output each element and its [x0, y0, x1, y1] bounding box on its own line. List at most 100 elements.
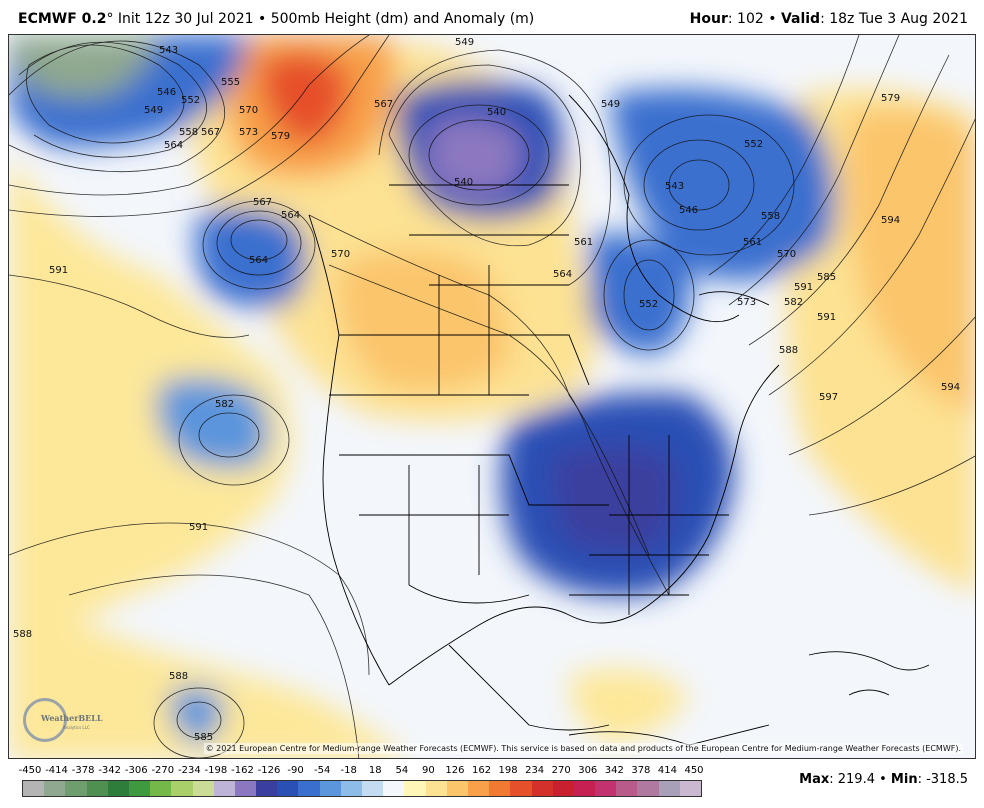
- contour-label: 591: [49, 265, 68, 276]
- legend-ticks: -450 -414 -378 -342 -306 -270 -234 -198 -162 -126…: [18, 764, 704, 778]
- map-header: ECMWF 0.2° Init 12z 30 Jul 2021 • 500mb …: [0, 0, 984, 34]
- legend-color-swatch: [192, 781, 214, 796]
- legend-color-swatch: [319, 781, 341, 796]
- contour-label: 555: [221, 77, 240, 88]
- logo-subtext: Analytics LLC: [63, 725, 90, 730]
- legend-tick-label: -54: [313, 765, 331, 776]
- logo-ring-icon: [23, 698, 67, 742]
- legend-color-swatch: [404, 781, 426, 796]
- contour-label: 570: [331, 249, 350, 260]
- contour-label: 552: [181, 95, 200, 106]
- legend-tick-label: -378: [71, 765, 95, 776]
- contour-label: 567: [374, 99, 393, 110]
- legend-color-swatch: [298, 781, 320, 796]
- contour-label: 549: [144, 105, 163, 116]
- contour-label: 564: [249, 255, 268, 266]
- legend-tick-label: -126: [257, 765, 281, 776]
- legend-color-swatch: [595, 781, 617, 796]
- anomaly-fill: [9, 35, 975, 758]
- legend-color-swatch: [150, 781, 172, 796]
- contour-label: 558: [179, 127, 198, 138]
- contour-label: 561: [574, 237, 593, 248]
- legend-color-swatch: [637, 781, 659, 796]
- legend-color-swatch: [86, 781, 108, 796]
- legend-color-swatch: [65, 781, 87, 796]
- legend-color-swatch: [107, 781, 129, 796]
- legend-color-swatch: [616, 781, 638, 796]
- contour-label: 579: [881, 93, 900, 104]
- legend-tick-label: 198: [498, 765, 518, 776]
- contour-label: 594: [941, 382, 960, 393]
- contour-label: 588: [779, 345, 798, 356]
- contour-label: 585: [194, 732, 213, 743]
- valid-value: : 18z Tue 3 Aug 2021: [820, 11, 968, 27]
- contour-label: 588: [13, 629, 32, 640]
- max-value: : 219.4 •: [829, 772, 891, 787]
- contour-label: 552: [744, 139, 763, 150]
- min-label: Min: [890, 772, 918, 787]
- legend-tick-label: 270: [551, 765, 571, 776]
- model-name: ECMWF 0.2: [18, 11, 107, 27]
- anomaly-legend: -450 -414 -378 -342 -306 -270 -234 -198 -162 -126…: [18, 764, 704, 804]
- contour-label: 567: [201, 127, 220, 138]
- legend-tick-label: 306: [578, 765, 598, 776]
- init-and-field: Init 12z 30 Jul 2021 • 500mb Height (dm)…: [113, 11, 535, 27]
- weatherbell-logo: WeatherBELL Analytics LLC: [23, 698, 103, 742]
- legend-tick-label: -162: [231, 765, 254, 776]
- legend-tick-label: 414: [657, 765, 677, 776]
- legend-tick-label: 18: [368, 765, 382, 776]
- legend-color-swatch: [340, 781, 362, 796]
- logo-wordmark: WeatherBELL: [41, 713, 103, 723]
- legend-color-swatch: [256, 781, 278, 796]
- contour-label: 582: [784, 297, 803, 308]
- legend-tick-label: 450: [684, 765, 704, 776]
- legend-color-swatch: [467, 781, 490, 796]
- legend-tick-label: 378: [631, 765, 651, 776]
- contour-label: 591: [189, 522, 208, 533]
- contour-label: 570: [239, 105, 258, 116]
- legend-tick-label: -414: [45, 765, 68, 776]
- contour-label: 567: [253, 197, 272, 208]
- coastlines-and-borders: [308, 94, 930, 746]
- legend-color-swatch: [234, 781, 257, 796]
- copyright-credit: © 2021 European Centre for Medium-range …: [203, 743, 963, 754]
- contour-label: 591: [794, 282, 813, 293]
- legend-color-swatch: [510, 781, 532, 796]
- legend-color-swatch: [489, 781, 511, 796]
- legend-color-swatch: [552, 781, 574, 796]
- contour-label-group: 543 546 549 552 555 558 564 567 570 573 …: [13, 37, 960, 743]
- contour-label: 597: [819, 392, 838, 403]
- contour-label: 543: [665, 181, 684, 192]
- contour-label: 549: [455, 37, 474, 48]
- legend-tick-label: 54: [395, 765, 409, 776]
- legend-tick-label: -198: [204, 765, 228, 776]
- contour-label: 570: [777, 249, 796, 260]
- contour-label: 540: [487, 107, 506, 118]
- contour-label: 564: [281, 210, 300, 221]
- legend-tick-label: 162: [471, 765, 492, 776]
- hour-label: Hour: [689, 11, 728, 27]
- legend-tick-label: -234: [178, 765, 201, 776]
- legend-tick-label: -90: [287, 765, 304, 776]
- contour-label: 546: [157, 87, 176, 98]
- forecast-map[interactable]: 543 546 549 552 555 558 564 567 570 573 …: [8, 34, 976, 759]
- legend-color-swatch: [531, 781, 553, 796]
- valid-label: Valid: [780, 11, 821, 27]
- legend-color-swatch: [23, 781, 45, 796]
- legend-colorbar: [22, 780, 702, 797]
- resolution-degree: °: [106, 11, 114, 27]
- legend-color-swatch: [213, 781, 235, 796]
- max-min-summary: Max: 219.4 • Min: -318.5: [799, 772, 968, 787]
- contour-label: 546: [679, 205, 698, 216]
- legend-tick-label: -450: [18, 765, 42, 776]
- contour-label: 564: [553, 269, 572, 280]
- anomaly-map-svg: 543 546 549 552 555 558 564 567 570 573 …: [9, 35, 975, 758]
- contour-label: 588: [169, 671, 188, 682]
- legend-color-swatch: [425, 781, 447, 796]
- legend-color-swatch: [44, 781, 66, 796]
- contour-label: 585: [817, 272, 836, 283]
- contour-label: 540: [454, 177, 473, 188]
- legend-color-swatch: [679, 781, 701, 796]
- contour-label: 594: [881, 215, 900, 226]
- legend-color-swatch: [573, 781, 596, 796]
